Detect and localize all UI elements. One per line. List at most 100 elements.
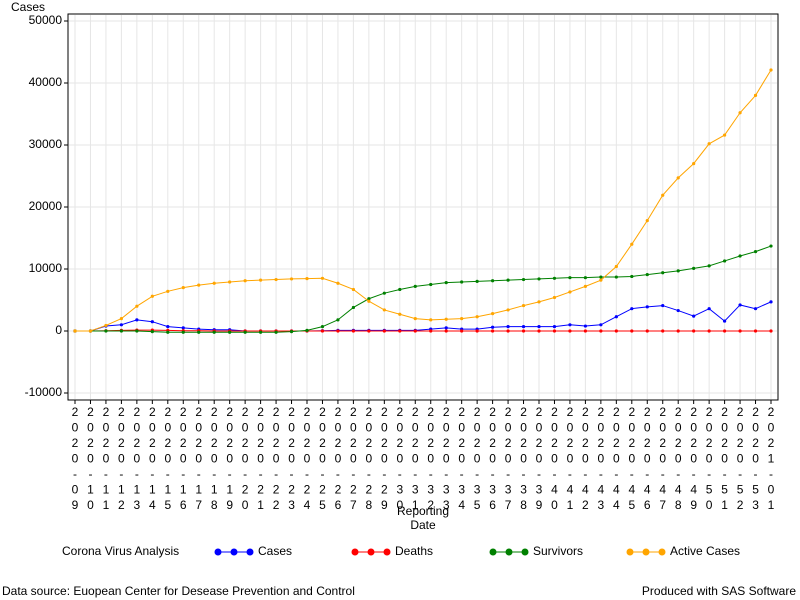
x-tick-label: 2 0 2 0 -2 3 xyxy=(288,405,295,512)
data-point xyxy=(769,329,773,333)
legend-symbol xyxy=(642,548,650,556)
x-tick-label: 2 0 2 0 -1 1 xyxy=(103,405,110,512)
legend-label: Cases xyxy=(258,544,292,558)
data-point xyxy=(769,300,773,304)
data-point xyxy=(104,323,108,328)
data-point xyxy=(150,330,154,334)
data-point xyxy=(150,294,154,298)
data-point xyxy=(692,329,696,333)
x-tick-label: 2 0 2 0 -1 7 xyxy=(195,405,202,512)
data-point xyxy=(521,325,526,329)
data-point xyxy=(320,329,325,333)
data-point xyxy=(614,315,618,319)
x-axis-label: Reporting xyxy=(397,504,449,518)
data-point xyxy=(661,303,665,308)
data-point xyxy=(707,264,711,268)
x-tick-label: 2 0 2 0 -5 2 xyxy=(737,405,744,512)
data-point xyxy=(692,162,696,166)
data-point xyxy=(429,318,433,322)
data-point xyxy=(753,329,758,333)
legend-symbol xyxy=(626,548,634,556)
data-point xyxy=(166,330,170,334)
legend-symbol xyxy=(521,548,529,556)
data-point xyxy=(336,281,340,285)
data-point xyxy=(382,291,386,295)
data-point xyxy=(738,254,742,258)
x-tick-label: 2 0 2 0 -1 0 xyxy=(87,405,94,512)
data-point xyxy=(661,329,665,333)
x-tick-label: 2 0 2 0 -3 0 xyxy=(396,405,403,512)
data-point xyxy=(753,250,758,254)
x-tick-label: 2 0 2 0 -4 9 xyxy=(690,405,697,512)
x-tick-label: 2 0 2 0 -2 1 xyxy=(257,405,264,512)
legend-symbol xyxy=(383,548,391,556)
data-point xyxy=(351,287,355,292)
x-tick-label: 2 0 2 0 -1 2 xyxy=(118,405,125,512)
data-point xyxy=(583,284,588,288)
data-point xyxy=(707,329,711,333)
data-point xyxy=(259,330,263,334)
data-point xyxy=(676,329,680,333)
legend-symbol xyxy=(489,548,497,556)
footnote: Data source: Euopean Center for Desease … xyxy=(2,584,355,598)
data-point xyxy=(537,329,541,333)
data-point xyxy=(723,259,727,263)
data-point xyxy=(119,323,123,327)
data-point xyxy=(475,329,479,333)
data-point xyxy=(243,330,247,334)
x-tick-label: 2 0 2 0 -1 8 xyxy=(211,405,218,512)
data-point xyxy=(351,329,355,333)
data-point xyxy=(197,330,201,334)
x-tick-label: 2 0 2 0 -4 7 xyxy=(659,405,666,512)
data-point xyxy=(491,279,495,283)
data-point xyxy=(274,330,278,334)
data-point xyxy=(491,312,495,316)
data-point xyxy=(723,319,727,323)
data-point xyxy=(413,284,417,288)
legend-label: Active Cases xyxy=(670,544,740,558)
data-point xyxy=(506,278,510,282)
data-point xyxy=(614,264,618,269)
x-tick-label: 2 0 2 0 -2 5 xyxy=(319,405,326,512)
data-point xyxy=(367,297,371,301)
data-point xyxy=(228,280,232,284)
data-point xyxy=(212,281,216,285)
y-tick-label: 30000 xyxy=(29,137,63,151)
data-point xyxy=(676,269,680,273)
data-point xyxy=(630,274,634,279)
x-axis-label: Date xyxy=(410,518,436,532)
data-point xyxy=(382,308,386,312)
data-point xyxy=(181,330,185,334)
data-point xyxy=(599,278,603,282)
data-point xyxy=(521,277,526,282)
data-point xyxy=(491,325,495,329)
data-point xyxy=(320,276,325,280)
data-point xyxy=(88,329,93,333)
data-point xyxy=(568,276,572,280)
x-tick-label: 2 0 2 0 -1 4 xyxy=(149,405,156,512)
data-point xyxy=(305,277,309,281)
data-point xyxy=(521,329,526,333)
data-point xyxy=(630,242,634,246)
y-tick-label: 40000 xyxy=(29,75,63,89)
data-point xyxy=(692,266,696,270)
data-point xyxy=(289,277,294,281)
data-point xyxy=(676,176,680,180)
x-tick-label: 2 0 2 0 -3 7 xyxy=(505,405,512,512)
data-point xyxy=(645,219,649,223)
legend-symbol xyxy=(505,548,513,556)
data-point xyxy=(738,303,742,307)
data-point xyxy=(521,303,526,308)
data-point xyxy=(723,329,727,333)
data-point xyxy=(583,324,588,328)
x-tick-label: 2 0 2 0 -4 5 xyxy=(628,405,635,512)
data-point xyxy=(692,314,696,318)
data-point xyxy=(645,305,649,309)
x-tick-label: 2 0 2 0 -4 4 xyxy=(613,405,620,512)
data-point xyxy=(429,329,433,333)
legend-label: Survivors xyxy=(533,544,583,558)
data-point xyxy=(320,325,325,329)
data-point xyxy=(676,308,680,313)
x-tick-label: 2 0 2 0 -5 3 xyxy=(752,405,759,512)
data-point xyxy=(150,320,154,324)
